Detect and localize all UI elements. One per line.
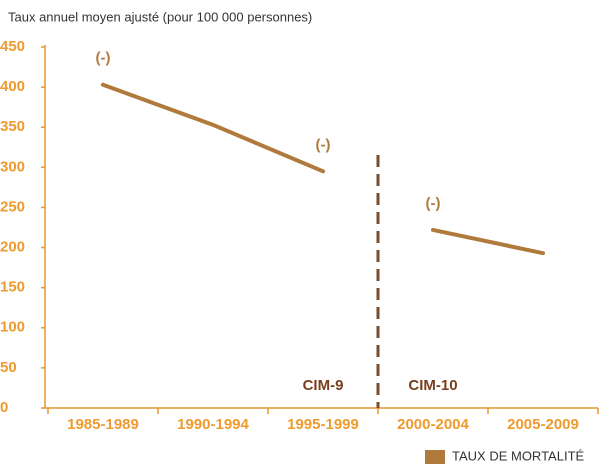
x-tick-label: 1990-1994 (177, 416, 249, 433)
y-tick-label: 350 (0, 118, 25, 135)
y-tick-label: 0 (0, 399, 8, 416)
legend-swatch (425, 450, 445, 464)
y-tick-label: 250 (0, 198, 25, 215)
point-label: (-) (426, 195, 441, 212)
line (431, 227, 545, 256)
y-tick-label: 450 (0, 38, 25, 55)
y-tick-label: 100 (0, 319, 25, 336)
annotation: CIM-9 (303, 377, 344, 394)
y-tick-label: 150 (0, 279, 25, 296)
point-label: (-) (316, 136, 331, 153)
y-tick-label: 50 (0, 359, 17, 376)
chart-subtitle: Taux annuel moyen ajusté (pour 100 000 p… (8, 9, 312, 24)
x-tick-label: 2000-2004 (397, 416, 469, 433)
y-tick-label: 200 (0, 239, 25, 256)
x-tick-label: 1985-1989 (67, 416, 139, 433)
y-tick-label: 300 (0, 158, 25, 175)
point-label: (-) (96, 50, 111, 67)
y-tick-label: 400 (0, 78, 25, 95)
line (101, 82, 325, 174)
x-tick-label: 1995-1999 (287, 416, 359, 433)
legend-label: TAUX DE MORTALITÉ (452, 448, 585, 463)
annotation: CIM-10 (408, 377, 457, 394)
x-tick-label: 2005-2009 (507, 416, 579, 433)
